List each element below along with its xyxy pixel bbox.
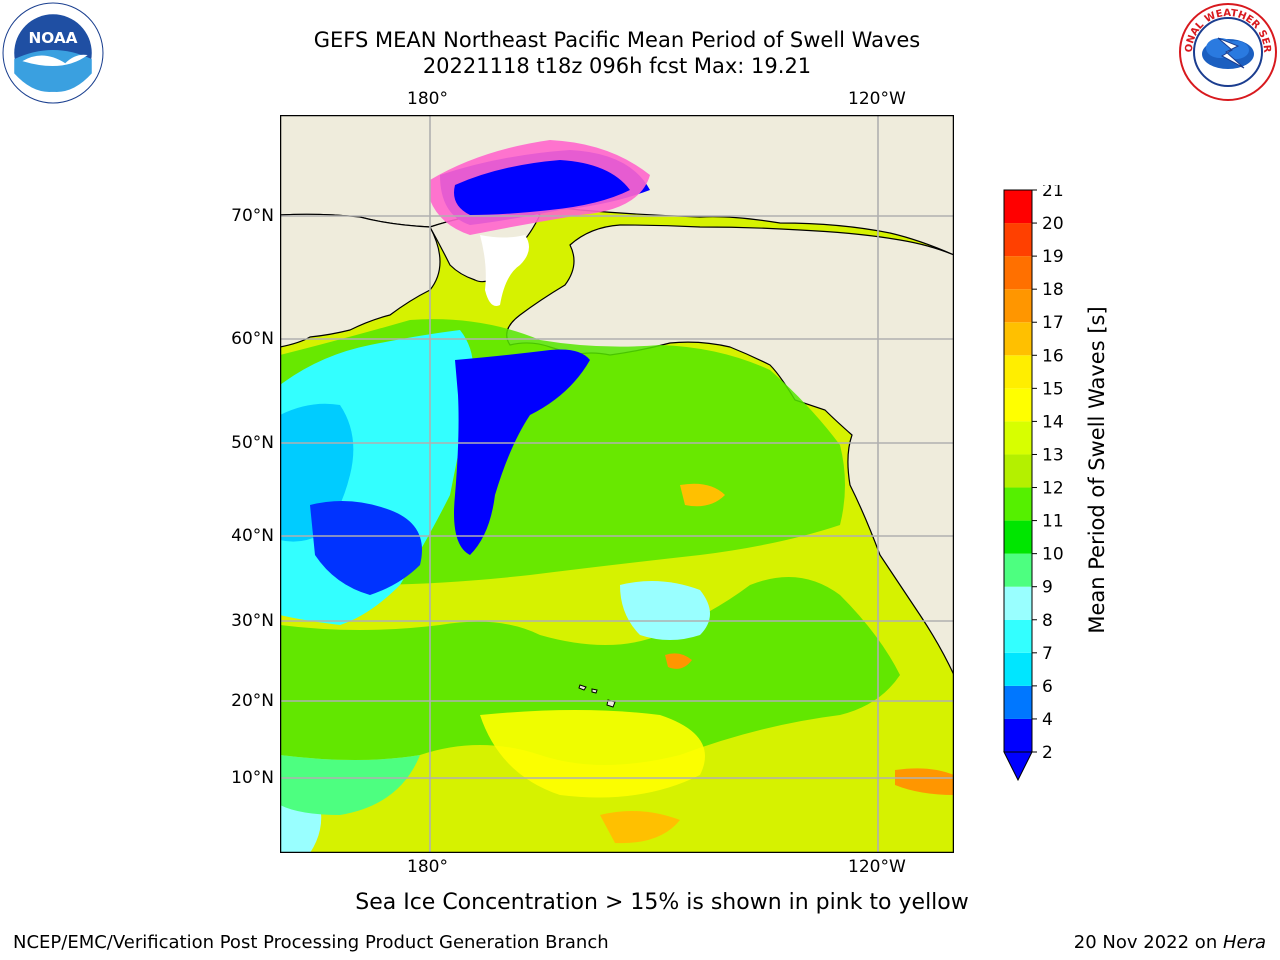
colorbar-segment	[1004, 586, 1032, 620]
sea-ice-blue-core	[454, 160, 630, 215]
colorbar-segment	[1004, 223, 1032, 257]
lon-label-bottom-180: 180°	[407, 857, 448, 877]
chart-title: GEFS MEAN Northeast Pacific Mean Period …	[313, 28, 921, 52]
colorbar-segment	[1004, 421, 1032, 455]
noaa-logo-text: NOAA	[28, 29, 77, 47]
lat-label-60n: 60°N	[231, 329, 274, 349]
colorbar-tick-label: 16	[1042, 346, 1064, 366]
sea-ice-note: Sea Ice Concentration > 15% is shown in …	[355, 890, 969, 915]
lat-label-10n: 10°N	[231, 768, 274, 788]
swell-orange-3	[600, 811, 680, 844]
colorbar-border	[1003, 189, 1033, 752]
sea-ice-white	[480, 235, 529, 306]
colorbar-tick-label: 2	[1042, 743, 1053, 763]
colorbar-tick-label: 10	[1042, 545, 1064, 565]
footer-host: Hera	[1222, 932, 1266, 953]
swell-yellow-south	[480, 710, 705, 798]
colorbar-tick-label: 17	[1042, 313, 1064, 333]
swell-blue-central	[454, 349, 590, 555]
colorbar-segment	[1004, 388, 1032, 422]
colorbar-segment	[1004, 289, 1032, 323]
hawaii-islands	[578, 684, 616, 708]
footer-date-text: 20 Nov 2022 on	[1073, 932, 1223, 953]
colorbar-tick-label: 13	[1042, 445, 1064, 465]
map-gridlines	[280, 115, 954, 853]
colorbar-tick-label: 6	[1042, 677, 1053, 697]
colorbar-segment	[1004, 190, 1032, 224]
colorbar-segment	[1004, 256, 1032, 290]
colorbar-segment	[1004, 487, 1032, 521]
colorbar-tick-label: 4	[1042, 710, 1053, 730]
colorbar-tick-label: 19	[1042, 247, 1064, 267]
colorbar-segment	[1004, 718, 1032, 752]
swell-cyan-south	[620, 581, 710, 640]
lon-label-top-120w: 120°W	[848, 89, 906, 109]
noaa-logo: NOAA	[2, 2, 104, 104]
swell-blue-west	[310, 501, 422, 595]
colorbar-tick-label: 8	[1042, 611, 1053, 631]
colorbar-title: Mean Period of Swell Waves [s]	[1085, 306, 1109, 634]
colorbar: 2 4 6 7 8 9 10 11 12 13 14 15 16 17 18 19 20 21	[1003, 185, 1064, 782]
lat-label-20n: 20°N	[231, 691, 274, 711]
footer-branch: NCEP/EMC/Verification Post Processing Pr…	[13, 932, 609, 953]
colorbar-extend-min	[1003, 751, 1033, 782]
colorbar-segment	[1004, 685, 1032, 719]
colorbar-segment	[1004, 520, 1032, 554]
land-siberia	[280, 213, 441, 348]
nws-logo: NATIONAL WEATHER SERVICE	[1178, 2, 1277, 101]
colorbar-tick-label: 12	[1042, 479, 1064, 499]
footer-date: 20 Nov 2022 on Hera	[1074, 932, 1266, 953]
swell-green-sw	[280, 755, 420, 815]
colorbar-segment	[1004, 322, 1032, 356]
colorbar-tick-label: 15	[1042, 379, 1064, 399]
chart-subtitle: 20221118 t18z 096h fcst Max: 19.21	[422, 54, 812, 78]
colorbar-tick-label: 14	[1042, 412, 1064, 432]
swell-orange-4	[895, 768, 954, 795]
swell-orange-1	[680, 483, 725, 507]
map-border	[280, 115, 954, 853]
colorbar-segment	[1004, 553, 1032, 587]
colorbar-segment	[1004, 619, 1032, 653]
colorbar-segment	[1004, 652, 1032, 686]
swell-green-south	[280, 577, 900, 765]
lat-label-70n: 70°N	[231, 206, 274, 226]
colorbar-tick-label: 7	[1042, 644, 1053, 664]
colorbar-tick-label: 11	[1042, 512, 1064, 532]
colorbar-tick-label: 9	[1042, 578, 1053, 598]
colorbar-segment	[1004, 454, 1032, 488]
colorbar-segment	[1004, 355, 1032, 389]
swell-orange-2	[665, 653, 692, 669]
lat-label-50n: 50°N	[231, 433, 274, 453]
lat-label-40n: 40°N	[231, 526, 274, 546]
forecast-map	[280, 115, 954, 853]
colorbar-tick-label: 21	[1042, 185, 1064, 201]
lon-label-top-180: 180°	[407, 89, 448, 109]
colorbar-tick-label: 20	[1042, 214, 1064, 234]
lon-label-bottom-120w: 120°W	[848, 857, 906, 877]
colorbar-tick-label: 18	[1042, 280, 1064, 300]
lat-label-30n: 30°N	[231, 611, 274, 631]
